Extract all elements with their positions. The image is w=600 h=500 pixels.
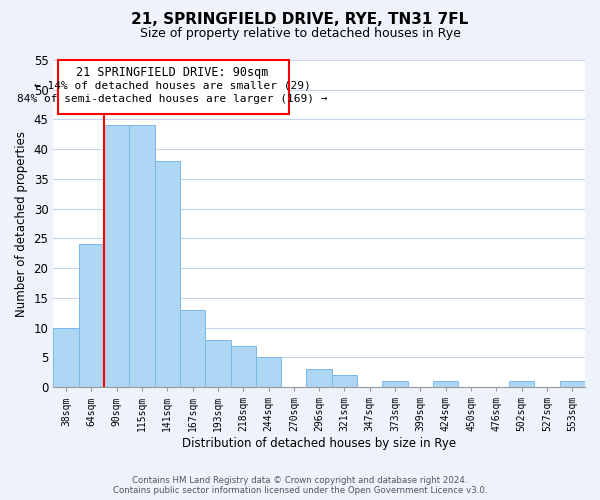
Bar: [155, 161, 180, 387]
Bar: [180, 310, 205, 387]
FancyBboxPatch shape: [58, 60, 289, 114]
Bar: [256, 358, 281, 387]
Bar: [560, 381, 585, 387]
Bar: [433, 381, 458, 387]
Text: Contains public sector information licensed under the Open Government Licence v3: Contains public sector information licen…: [113, 486, 487, 495]
Bar: [129, 126, 155, 387]
Bar: [79, 244, 104, 387]
Bar: [230, 346, 256, 387]
Text: ← 14% of detached houses are smaller (29): ← 14% of detached houses are smaller (29…: [34, 81, 311, 91]
Bar: [205, 340, 230, 387]
Bar: [53, 328, 79, 387]
Bar: [332, 376, 357, 387]
Text: Contains HM Land Registry data © Crown copyright and database right 2024.: Contains HM Land Registry data © Crown c…: [132, 476, 468, 485]
Text: Size of property relative to detached houses in Rye: Size of property relative to detached ho…: [140, 28, 460, 40]
Text: 21 SPRINGFIELD DRIVE: 90sqm: 21 SPRINGFIELD DRIVE: 90sqm: [76, 66, 268, 79]
X-axis label: Distribution of detached houses by size in Rye: Distribution of detached houses by size …: [182, 437, 456, 450]
Y-axis label: Number of detached properties: Number of detached properties: [15, 130, 28, 316]
Bar: [104, 126, 129, 387]
Text: 21, SPRINGFIELD DRIVE, RYE, TN31 7FL: 21, SPRINGFIELD DRIVE, RYE, TN31 7FL: [131, 12, 469, 28]
Bar: [509, 381, 535, 387]
Bar: [307, 370, 332, 387]
Bar: [382, 381, 408, 387]
Text: 84% of semi-detached houses are larger (169) →: 84% of semi-detached houses are larger (…: [17, 94, 328, 104]
